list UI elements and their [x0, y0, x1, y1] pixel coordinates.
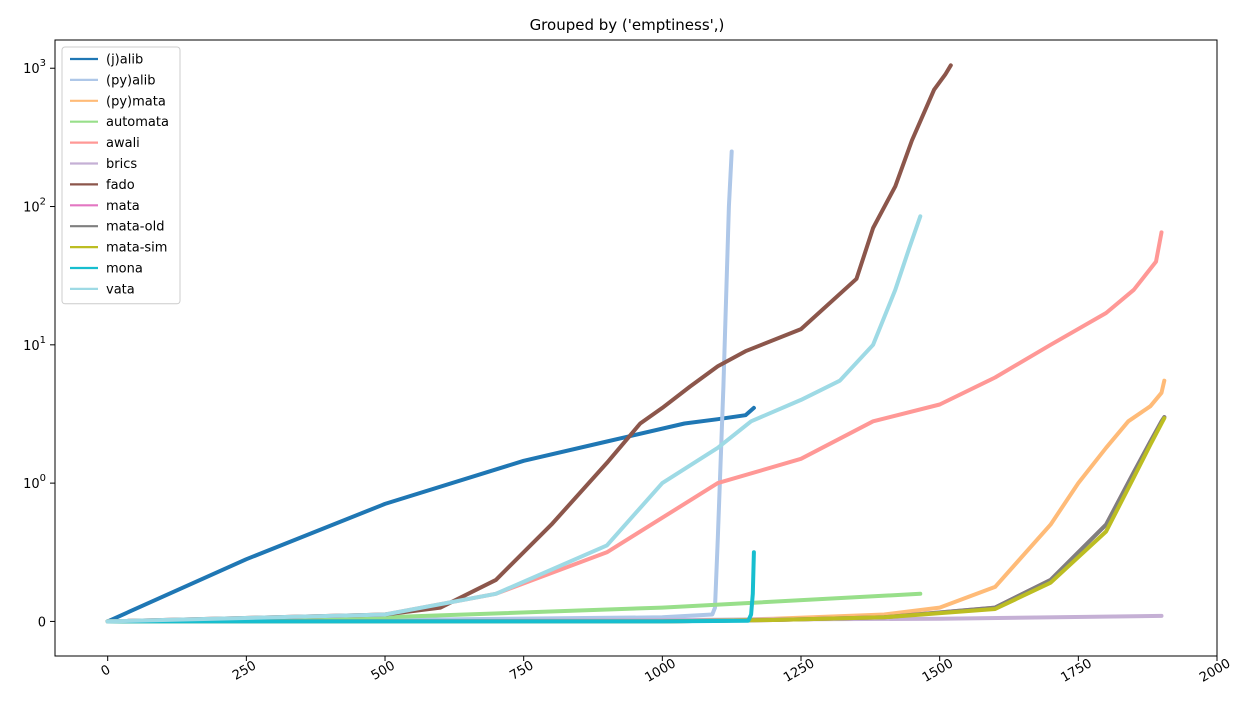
legend-label-3: automata — [106, 115, 169, 130]
legend-label-5: brics — [106, 157, 137, 172]
y-tick-label-0: 0 — [38, 615, 46, 630]
series-layer — [105, 63, 1167, 624]
legend-box — [61, 46, 181, 305]
y-tick-label-4: 103 — [23, 58, 46, 77]
series-line-6 — [105, 63, 953, 624]
legend-label-8: mata-old — [106, 220, 164, 235]
legend-label-7: mata — [106, 199, 140, 214]
y-tick-label-1: 100 — [23, 473, 46, 492]
legend-label-6: fado — [106, 178, 135, 193]
series-line-8 — [105, 415, 1167, 624]
series-line-1 — [105, 149, 734, 624]
series-line-0 — [105, 405, 756, 624]
legend-label-11: vata — [106, 282, 135, 297]
series-line-11 — [105, 214, 923, 624]
legend-label-0: (j)alib — [106, 53, 143, 68]
x-tick-label-7: 1750 — [1059, 656, 1095, 686]
legend-label-10: mona — [106, 262, 143, 277]
legend-label-4: awali — [106, 136, 140, 151]
x-tick-label-2: 500 — [369, 658, 398, 683]
x-tick-label-4: 1000 — [643, 656, 679, 686]
series-line-7 — [105, 415, 1167, 624]
x-tick-label-1: 250 — [230, 658, 259, 683]
legend: (j)alib (py)alib (py)mata automata awali bric… — [61, 46, 181, 305]
x-tick-label-0: 0 — [99, 662, 114, 679]
chart-title: Grouped by ('emptiness',) — [529, 16, 725, 34]
y-tick-label-3: 102 — [23, 197, 46, 216]
legend-label-9: mata-sim — [106, 241, 167, 256]
axis-layer: 0 250 500 750 1000 1250 1500 1750 2000 0 100 101 102… — [23, 58, 1233, 686]
x-tick-label-3: 750 — [507, 658, 536, 683]
series-line-10 — [105, 550, 756, 624]
x-tick-label-5: 1250 — [781, 656, 817, 686]
series-line-2 — [105, 378, 1167, 624]
plot-frame — [54, 39, 1218, 657]
series-line-9 — [105, 416, 1167, 624]
y-tick-label-2: 101 — [23, 335, 46, 354]
series-line-4 — [105, 230, 1164, 624]
x-tick-label-6: 1500 — [920, 656, 956, 686]
x-tick-label-8: 2000 — [1197, 656, 1233, 686]
legend-label-2: (py)mata — [106, 94, 166, 109]
legend-label-1: (py)alib — [106, 73, 156, 88]
